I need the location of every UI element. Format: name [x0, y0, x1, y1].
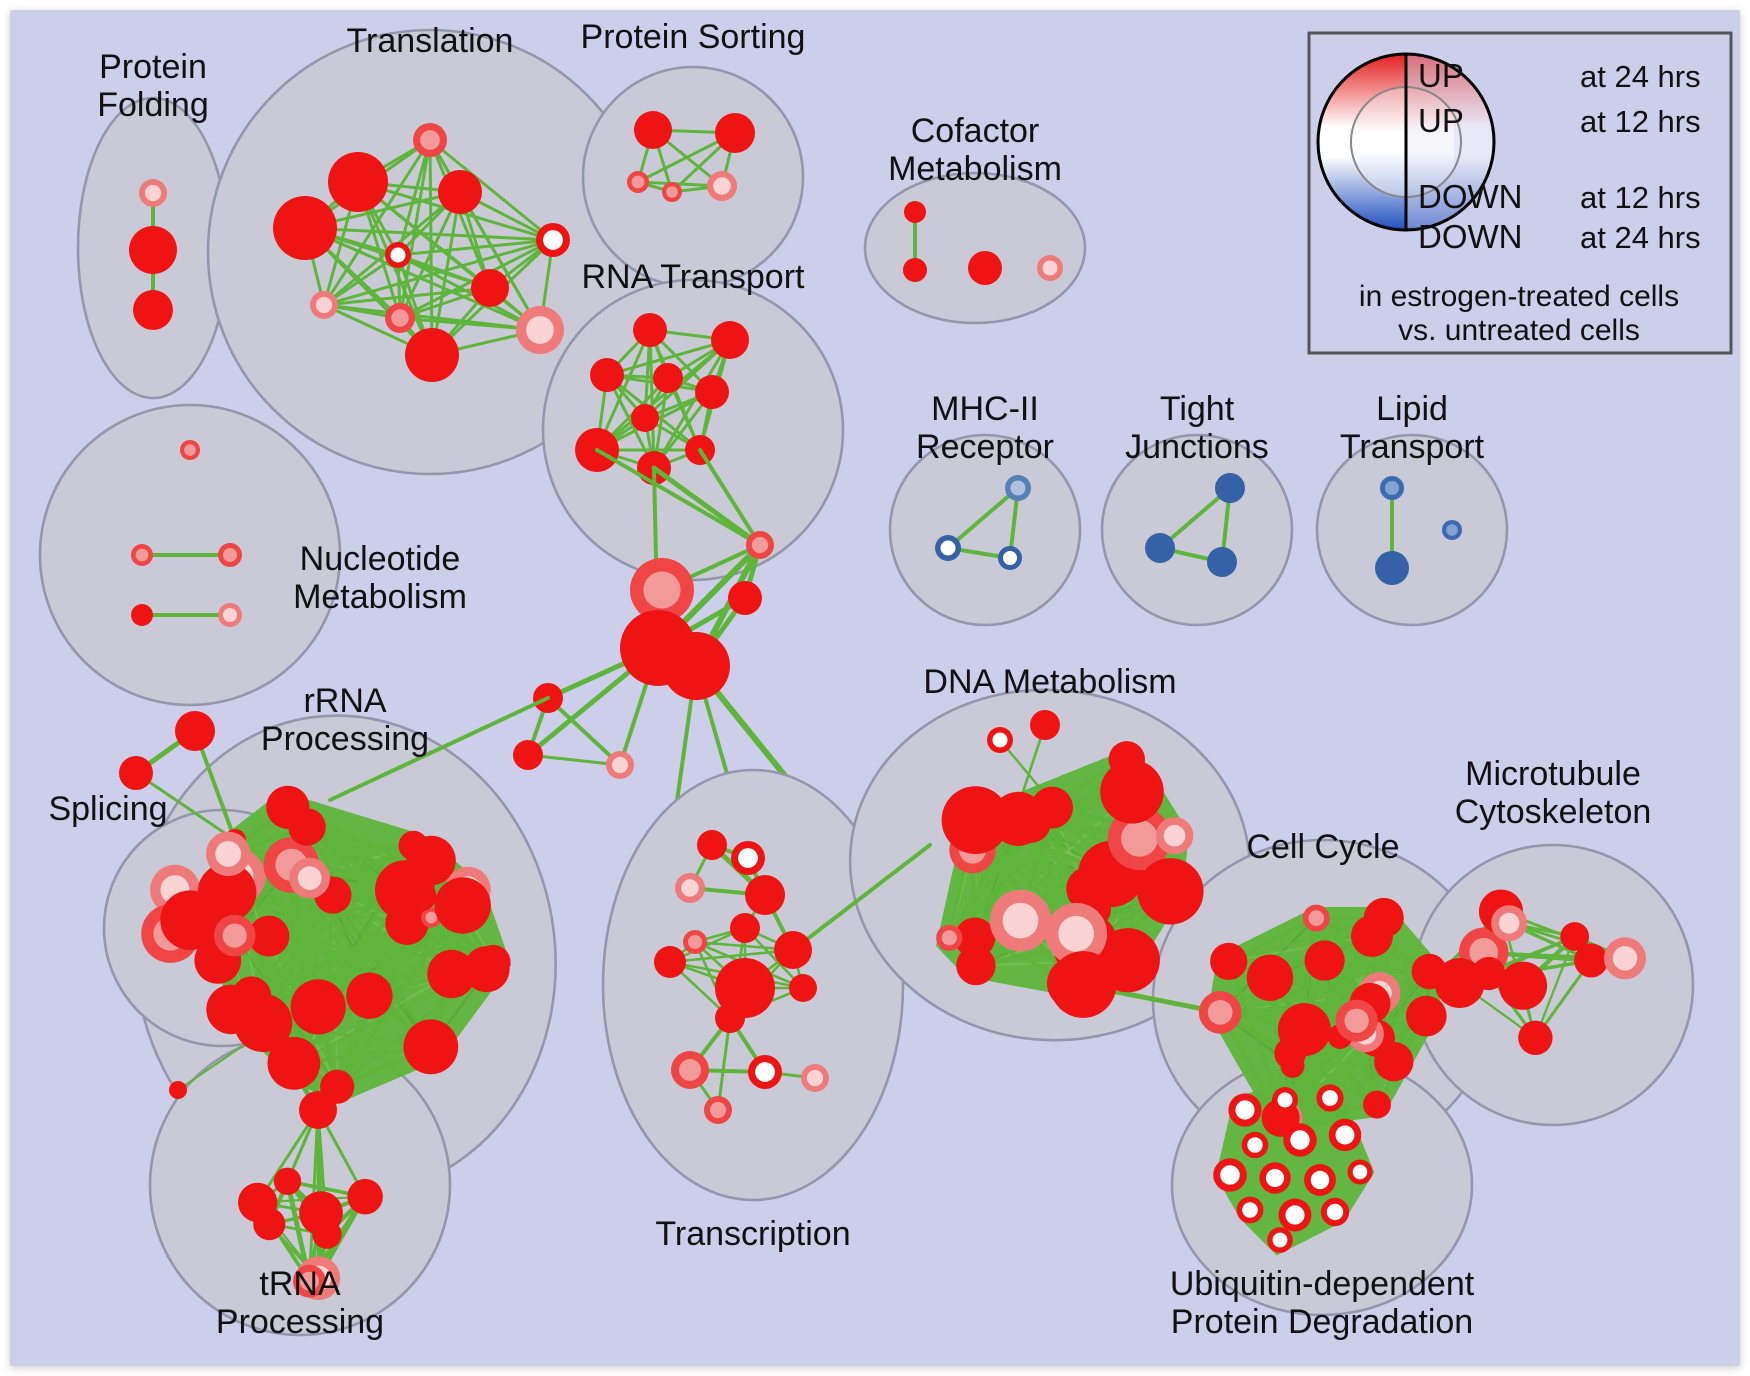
- svg-text:at 24 hrs: at 24 hrs: [1580, 220, 1701, 255]
- svg-text:Cell Cycle: Cell Cycle: [1246, 828, 1399, 866]
- svg-text:at 12 hrs: at 12 hrs: [1580, 104, 1701, 139]
- svg-text:RNA Transport: RNA Transport: [582, 258, 806, 296]
- svg-text:DNA Metabolism: DNA Metabolism: [923, 663, 1176, 701]
- svg-text:Protein Sorting: Protein Sorting: [581, 18, 806, 56]
- svg-text:DOWN: DOWN: [1418, 178, 1522, 215]
- svg-text:vs. untreated cells: vs. untreated cells: [1398, 314, 1640, 347]
- svg-text:UP: UP: [1418, 57, 1464, 94]
- svg-text:Splicing: Splicing: [48, 790, 167, 828]
- svg-text:in estrogen-treated cells: in estrogen-treated cells: [1359, 280, 1679, 313]
- svg-text:at 24 hrs: at 24 hrs: [1580, 59, 1701, 94]
- svg-text:at 12 hrs: at 12 hrs: [1580, 180, 1701, 215]
- svg-text:UP: UP: [1418, 102, 1464, 139]
- svg-text:Transcription: Transcription: [655, 1215, 850, 1253]
- svg-text:Translation: Translation: [347, 22, 514, 60]
- svg-text:DOWN: DOWN: [1418, 218, 1522, 255]
